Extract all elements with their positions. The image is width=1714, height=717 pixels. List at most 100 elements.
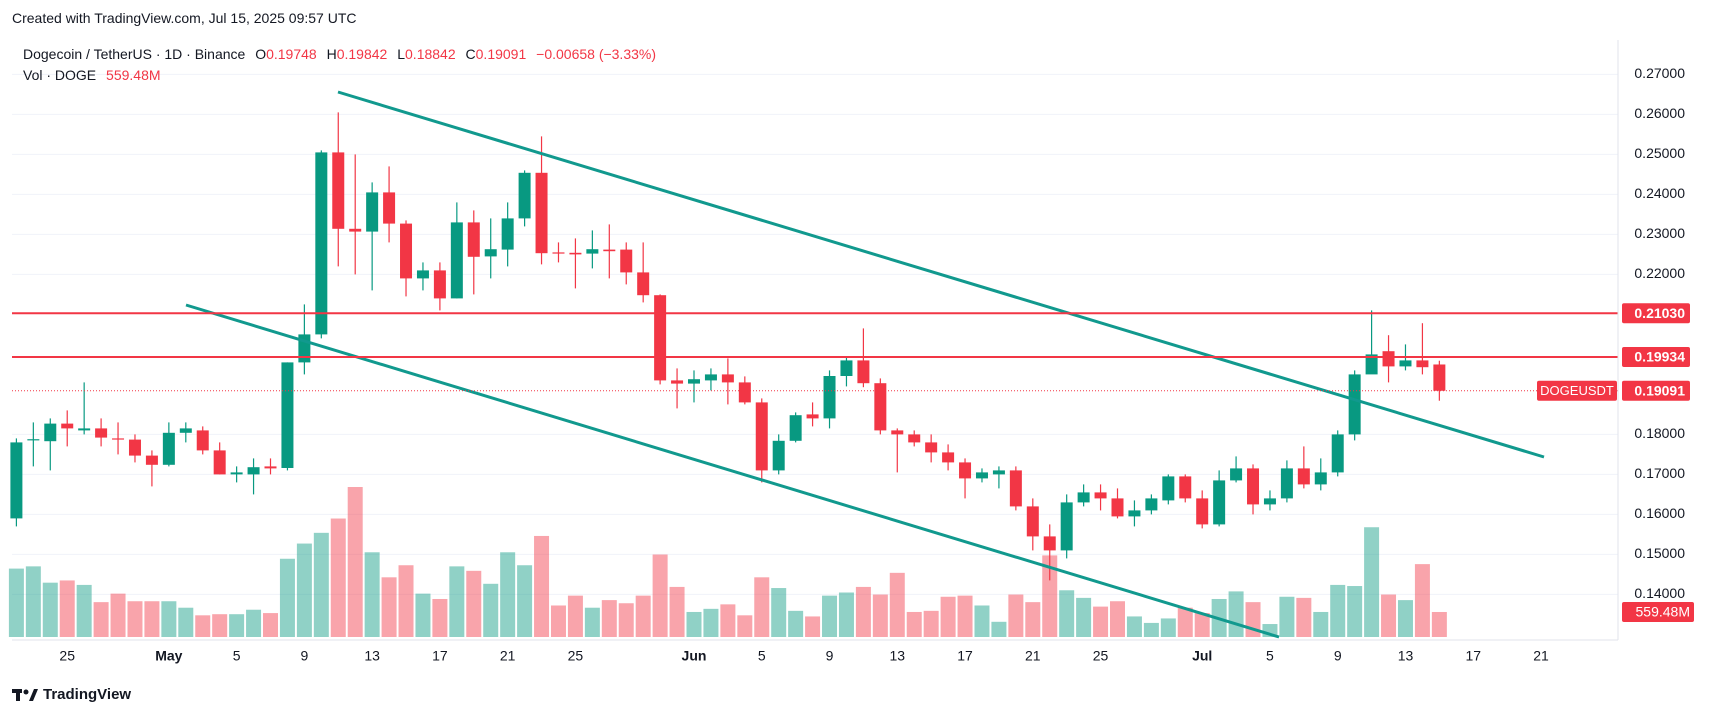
volume-bar — [1431, 611, 1447, 637]
candle-body — [755, 402, 768, 471]
volume-title: Vol · DOGE — [23, 67, 97, 83]
volume-bar — [534, 535, 550, 637]
volume-bar — [669, 586, 685, 637]
candle-body — [1433, 364, 1446, 391]
x-tick-label: 13 — [889, 648, 905, 664]
volume-bar — [1143, 622, 1159, 637]
candle-body — [179, 428, 192, 433]
candle-body — [688, 379, 700, 384]
candle-body — [383, 192, 396, 224]
candle-body — [1128, 510, 1141, 517]
volume-bar — [1008, 594, 1024, 637]
volume-bar — [1194, 613, 1210, 637]
volume-tag — [1622, 601, 1694, 622]
volume-bar — [991, 621, 1007, 637]
candle-body — [535, 172, 548, 254]
candle-body — [823, 376, 836, 419]
change: −0.00658 (−3.33%) — [536, 46, 657, 62]
candle-body — [433, 270, 446, 299]
volume-pane — [8, 487, 1447, 637]
volume-bar — [1059, 590, 1075, 637]
candle-body — [78, 428, 91, 431]
volume-bar — [1397, 600, 1413, 637]
candle-body — [806, 414, 819, 419]
candle-body — [1314, 472, 1327, 485]
volume-bar — [855, 586, 871, 637]
volume-bar — [347, 487, 363, 637]
volume-value: 559.48M — [106, 67, 161, 83]
volume-bar — [93, 602, 109, 637]
volume-bar — [788, 610, 804, 637]
volume-bar — [466, 570, 482, 637]
candle-body — [400, 223, 413, 279]
candle-body — [467, 222, 480, 257]
candle-body — [925, 442, 938, 453]
candle-body — [264, 466, 277, 469]
candle-body — [128, 439, 141, 456]
volume-bar — [212, 614, 228, 637]
volume-bar — [1347, 586, 1363, 637]
candle-body — [1297, 468, 1310, 485]
x-tick-label: 25 — [59, 648, 75, 664]
volume-bar — [754, 577, 770, 637]
candle-body — [857, 360, 870, 384]
x-tick-label: 9 — [1334, 648, 1342, 664]
level-tag — [1622, 347, 1690, 368]
candle-body — [1331, 434, 1344, 473]
candle-body — [840, 360, 853, 376]
candle-body — [552, 252, 565, 254]
volume-bar — [1313, 611, 1329, 637]
volume-bar — [500, 552, 516, 637]
x-tick-label: 25 — [568, 648, 584, 664]
lower-trend-line — [185, 303, 1280, 639]
volume-bar — [279, 558, 295, 637]
candle-body — [112, 438, 125, 440]
candle-body — [1094, 492, 1107, 499]
candle-body — [1382, 351, 1395, 367]
volume-bar — [1381, 594, 1397, 637]
volume-bar — [974, 605, 990, 637]
x-tick-label: 13 — [1398, 648, 1414, 664]
candle-body — [1060, 502, 1073, 551]
volume-bar — [720, 604, 736, 637]
volume-bar — [483, 583, 499, 637]
y-tick-label: 0.23000 — [1634, 225, 1685, 241]
x-tick-label: 5 — [233, 648, 241, 664]
volume-bar — [1364, 527, 1380, 637]
x-tick-label: 17 — [957, 648, 973, 664]
volume-bar — [635, 595, 651, 637]
volume-bar — [415, 593, 431, 637]
high-value: 0.19842 — [336, 46, 388, 62]
volume-bar — [1160, 618, 1176, 637]
volume-bar — [8, 568, 24, 637]
last-price-tag — [1622, 380, 1690, 401]
volume-bar — [618, 603, 634, 637]
volume-bar — [1228, 591, 1244, 637]
y-tick-label: 0.18000 — [1634, 425, 1685, 441]
volume-tag-label: 559.48M — [1636, 604, 1690, 620]
volume-bar — [805, 616, 821, 637]
volume-bar — [330, 518, 346, 637]
candle-body — [1399, 360, 1412, 367]
x-tick-label: Jun — [682, 648, 707, 664]
footer: TradingView — [12, 686, 131, 703]
candle-body — [213, 450, 226, 475]
candle-body — [501, 218, 514, 250]
candle-body — [10, 442, 23, 519]
volume-bar — [144, 601, 160, 637]
volume-bar — [957, 595, 973, 637]
candle-body — [281, 362, 294, 468]
volume-bar — [517, 565, 533, 637]
volume-bar — [1330, 584, 1346, 637]
candle-body — [332, 152, 345, 229]
level-tag — [1622, 303, 1690, 324]
x-tick-label: 21 — [500, 648, 516, 664]
candle-body — [569, 252, 582, 255]
candle-body — [942, 452, 955, 463]
candle-body — [1077, 492, 1090, 503]
volume-bar — [1296, 597, 1312, 637]
volume-bar — [652, 554, 668, 637]
candle-body — [1196, 498, 1209, 525]
